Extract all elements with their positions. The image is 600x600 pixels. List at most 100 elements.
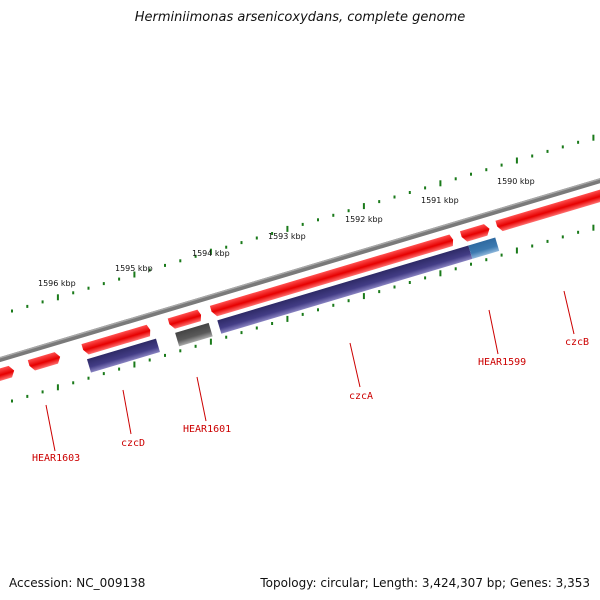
kbp-major-tick xyxy=(362,203,365,210)
kbp-minor-tick xyxy=(301,312,304,316)
kbp-major-tick xyxy=(56,294,59,301)
kbp-tick-row-lower xyxy=(11,224,595,403)
kbp-minor-tick xyxy=(470,262,472,266)
kbp-minor-tick xyxy=(347,209,350,213)
kbp-minor-tick xyxy=(531,154,534,158)
kbp-minor-tick xyxy=(301,222,304,226)
kbp-major-tick xyxy=(592,224,595,231)
gene-label-hear1601: HEAR1601 xyxy=(183,424,231,435)
callout-line-hear1601 xyxy=(196,376,207,422)
kbp-tick-row-upper xyxy=(11,134,595,313)
callout-line-czcd xyxy=(122,389,132,435)
topology-text: Topology: circular; Length: 3,424,307 bp… xyxy=(260,576,590,590)
kbp-minor-tick xyxy=(179,259,182,263)
kbp-minor-tick xyxy=(531,244,534,248)
kbp-minor-tick xyxy=(179,349,182,353)
kbp-minor-tick xyxy=(148,268,151,272)
cds-hear1599 xyxy=(468,237,500,259)
kbp-minor-tick xyxy=(332,303,335,307)
kbp-minor-tick xyxy=(408,191,411,194)
gene-arrow-hear1603-left xyxy=(0,365,15,388)
kbp-minor-tick xyxy=(561,145,564,149)
kbp-minor-tick xyxy=(72,381,75,385)
kbp-minor-tick xyxy=(546,239,549,243)
kbp-minor-tick xyxy=(255,236,258,240)
kbp-major-tick xyxy=(133,361,136,368)
kbp-major-tick xyxy=(515,157,518,164)
gene-label-hear1603: HEAR1603 xyxy=(32,453,80,464)
kbp-minor-tick xyxy=(378,290,381,294)
callout-line-hear1603 xyxy=(45,404,56,452)
kbp-minor-tick xyxy=(41,390,44,394)
kbp-label: 1595 kbp xyxy=(115,264,153,273)
kbp-minor-tick xyxy=(408,281,411,284)
kbp-minor-tick xyxy=(317,218,319,222)
gene-arrow-czca xyxy=(209,234,454,317)
callout-line-czcb xyxy=(563,290,575,335)
gene-arrow-czcd xyxy=(81,324,151,355)
kbp-minor-tick xyxy=(317,308,319,312)
kbp-minor-tick xyxy=(485,258,488,262)
kbp-minor-tick xyxy=(393,285,396,289)
kbp-major-tick xyxy=(439,180,442,187)
kbp-major-tick xyxy=(592,134,595,141)
cds-czca xyxy=(217,245,473,334)
kbp-minor-tick xyxy=(72,291,75,295)
kbp-minor-tick xyxy=(577,140,580,144)
gene-arrow-hear1601 xyxy=(167,309,202,329)
kbp-major-tick xyxy=(133,271,136,278)
kbp-minor-tick xyxy=(393,195,396,199)
kbp-minor-tick xyxy=(347,299,350,303)
kbp-label: 1594 kbp xyxy=(192,249,230,258)
kbp-major-tick xyxy=(286,315,289,322)
kbp-minor-tick xyxy=(225,245,228,249)
kbp-minor-tick xyxy=(41,300,44,304)
kbp-minor-tick xyxy=(194,344,197,348)
kbp-minor-tick xyxy=(424,186,427,190)
kbp-label: 1596 kbp xyxy=(38,279,76,288)
kbp-minor-tick xyxy=(26,394,29,398)
kbp-minor-tick xyxy=(164,353,166,357)
kbp-minor-tick xyxy=(378,200,381,204)
kbp-minor-tick xyxy=(118,277,121,281)
callout-line-hear1599 xyxy=(488,309,499,355)
kbp-minor-tick xyxy=(500,253,503,257)
kbp-major-tick xyxy=(515,247,518,254)
kbp-major-tick xyxy=(209,338,212,345)
kbp-minor-tick xyxy=(240,241,243,245)
kbp-label: 1590 kbp xyxy=(497,177,535,186)
cds-hear1601 xyxy=(175,322,213,347)
kbp-minor-tick xyxy=(87,376,90,380)
kbp-minor-tick xyxy=(255,326,258,330)
kbp-minor-tick xyxy=(424,276,427,280)
kbp-minor-tick xyxy=(485,168,488,172)
gene-label-czcb: czcB xyxy=(565,337,589,348)
map-title: Herminiimonas arsenicoxydans, complete g… xyxy=(134,10,466,25)
kbp-minor-tick xyxy=(500,163,503,167)
gene-label-czcd: czcD xyxy=(121,438,145,449)
kbp-major-tick xyxy=(286,225,289,232)
kbp-major-tick xyxy=(439,270,442,277)
kbp-minor-tick xyxy=(102,372,105,376)
kbp-major-tick xyxy=(209,248,212,255)
cds-czcd xyxy=(86,338,160,373)
gene-arrow-hear1599 xyxy=(459,224,490,242)
kbp-minor-tick xyxy=(240,331,243,335)
kbp-label: 1592 kbp xyxy=(345,215,383,224)
gene-label-hear1599: HEAR1599 xyxy=(478,357,526,368)
kbp-minor-tick xyxy=(102,282,105,286)
kbp-minor-tick xyxy=(148,358,151,362)
gene-arrow-czcb xyxy=(495,173,600,232)
callout-line-czca xyxy=(349,342,361,388)
kbp-label: 1591 kbp xyxy=(421,196,459,205)
kbp-label: 1593 kbp xyxy=(268,232,306,241)
kbp-minor-tick xyxy=(26,304,29,308)
kbp-minor-tick xyxy=(561,235,564,239)
kbp-minor-tick xyxy=(332,213,335,217)
kbp-major-tick xyxy=(362,293,365,300)
kbp-minor-tick xyxy=(225,335,228,339)
kbp-major-tick xyxy=(56,384,59,391)
accession-text: Accession: NC_009138 xyxy=(9,576,146,590)
kbp-minor-tick xyxy=(164,263,166,267)
